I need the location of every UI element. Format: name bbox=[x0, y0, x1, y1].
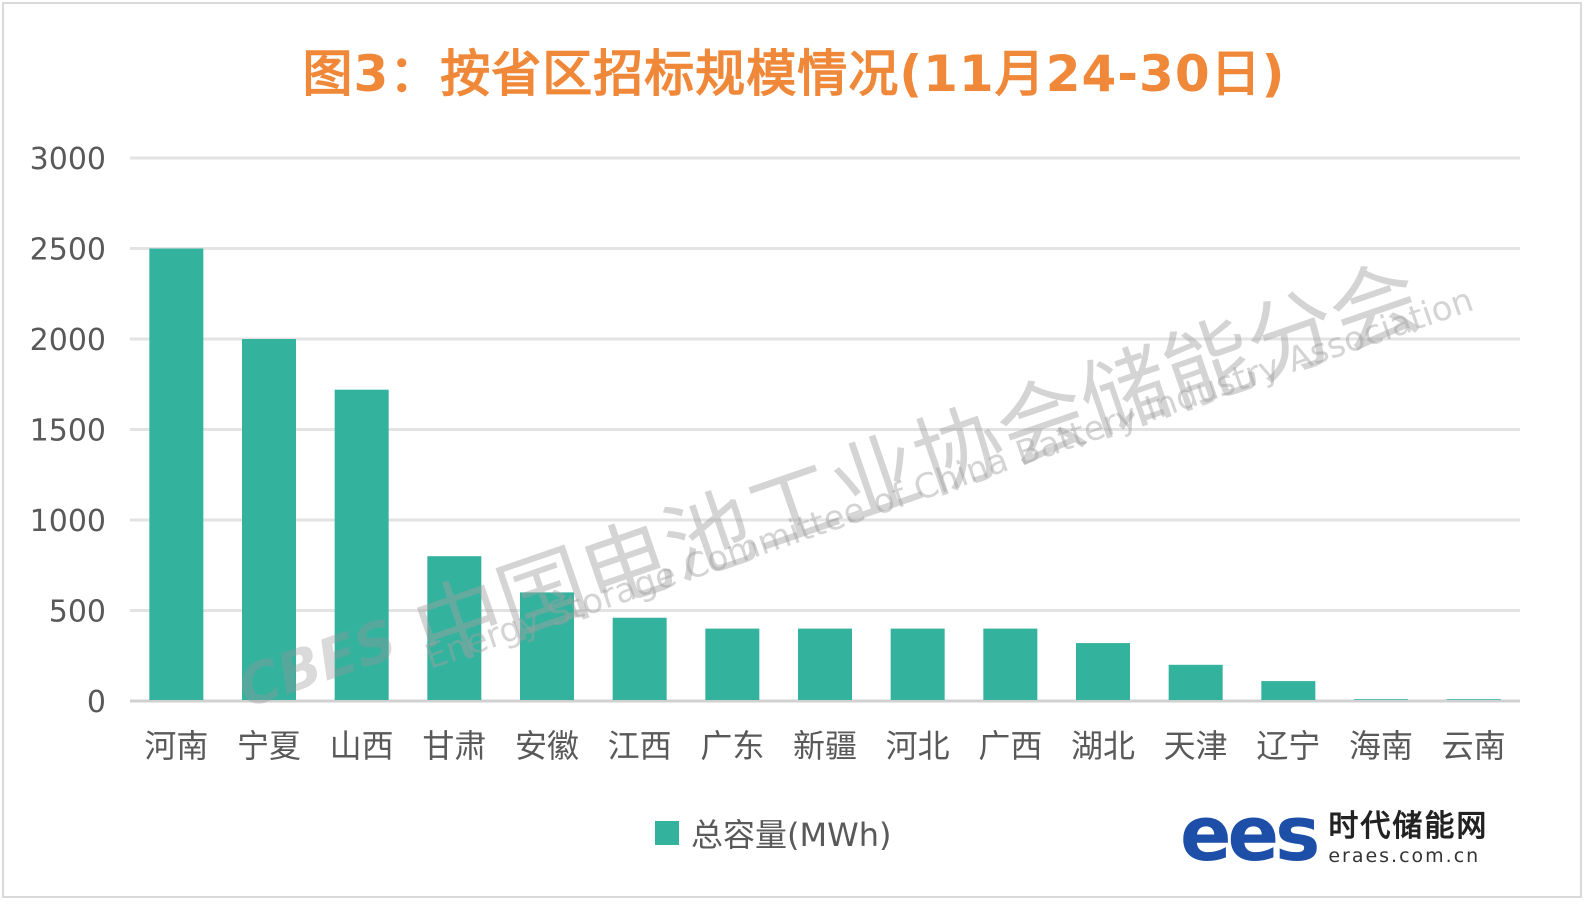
bar bbox=[1446, 699, 1501, 700]
ees-logo: ees 时代储能网 eraes.com.cn bbox=[1180, 796, 1488, 872]
x-tick-label: 甘肃 bbox=[422, 727, 486, 765]
bar bbox=[1261, 681, 1316, 700]
legend-label: 总容量(MWh) bbox=[691, 816, 892, 854]
y-tick-label: 500 bbox=[49, 595, 106, 630]
x-tick-label: 河北 bbox=[886, 727, 950, 765]
x-tick-label: 新疆 bbox=[793, 727, 857, 765]
y-tick-label: 3000 bbox=[30, 142, 106, 177]
logo-mark: ees bbox=[1180, 789, 1320, 878]
bar bbox=[520, 592, 574, 700]
bar bbox=[983, 628, 1038, 700]
bar bbox=[705, 628, 760, 700]
x-tick-label: 江西 bbox=[608, 727, 672, 765]
x-tick-label: 海南 bbox=[1349, 727, 1413, 765]
y-tick-label: 1500 bbox=[30, 414, 106, 449]
x-tick-label: 辽宁 bbox=[1256, 727, 1320, 765]
bar bbox=[242, 339, 296, 700]
legend-swatch bbox=[655, 821, 679, 845]
x-tick-label: 广西 bbox=[978, 727, 1042, 765]
x-tick-label: 天津 bbox=[1164, 727, 1228, 765]
bar bbox=[1168, 664, 1223, 700]
x-tick-label: 广东 bbox=[700, 727, 764, 765]
logo-name: 时代储能网 bbox=[1328, 809, 1489, 844]
x-tick-label: 河南 bbox=[144, 727, 208, 765]
bar bbox=[798, 628, 852, 700]
y-tick-label: 1000 bbox=[30, 504, 106, 539]
bar bbox=[612, 617, 667, 700]
bar bbox=[427, 556, 482, 700]
logo-url: eraes.com.cn bbox=[1328, 845, 1481, 867]
x-tick-label: 安徽 bbox=[515, 727, 579, 765]
bar bbox=[149, 248, 204, 700]
bar bbox=[1354, 699, 1408, 700]
legend: 总容量(MWh) bbox=[655, 810, 892, 856]
bar bbox=[890, 628, 945, 700]
x-tick-label: 宁夏 bbox=[237, 727, 301, 765]
chart-title: 图3：按省区招标规模情况(11月24-30日) bbox=[302, 45, 1286, 103]
x-tick-label: 湖北 bbox=[1071, 727, 1135, 765]
y-tick-label: 0 bbox=[87, 685, 106, 720]
x-tick-label: 云南 bbox=[1442, 727, 1506, 765]
x-tick-label: 山西 bbox=[330, 727, 394, 765]
y-tick-label: 2000 bbox=[30, 323, 106, 358]
bar bbox=[1076, 643, 1130, 700]
y-tick-label: 2500 bbox=[30, 233, 106, 268]
bar bbox=[334, 389, 389, 700]
